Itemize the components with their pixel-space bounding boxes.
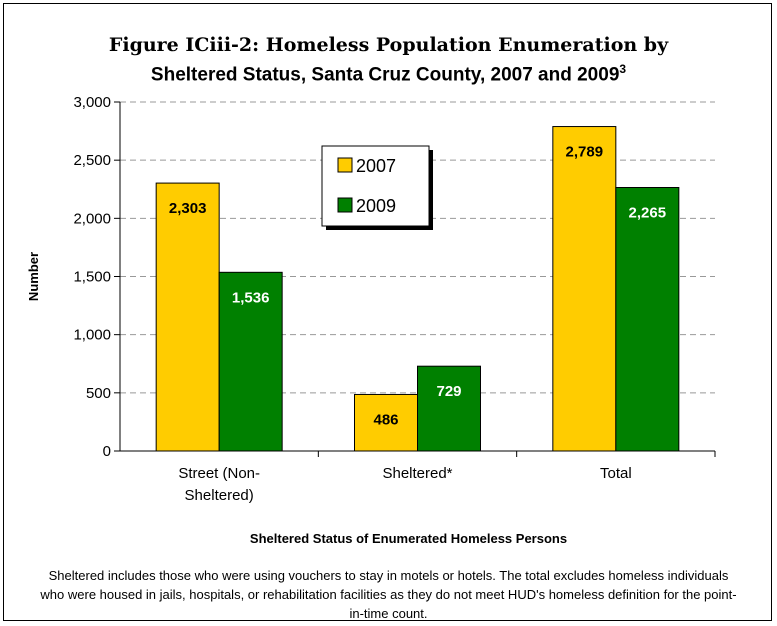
x-category-label: Street (Non- <box>178 465 260 482</box>
data-label-2007: 486 <box>373 411 398 428</box>
y-tick-label: 500 <box>86 385 111 402</box>
bar-2007 <box>155 182 220 452</box>
title-footnote-marker: 3 <box>619 62 627 76</box>
legend-label-2009: 2009 <box>356 196 396 216</box>
y-tick-label: 2,000 <box>73 210 111 227</box>
bar-2007 <box>354 393 418 452</box>
data-label-2007: 2,789 <box>566 144 604 161</box>
x-category-label: Total <box>600 465 632 482</box>
y-tick-label: 3,000 <box>73 94 111 111</box>
y-tick-label: 2,500 <box>73 152 111 169</box>
y-tick-label: 1,000 <box>73 327 111 344</box>
footnote: Sheltered includes those who were using … <box>40 568 737 621</box>
legend-swatch-2009 <box>337 197 353 213</box>
y-axis-title: Number <box>26 252 41 301</box>
chart-title-line2-text: Sheltered Status, Santa Cruz County, 200… <box>150 64 620 86</box>
bar-2009 <box>218 271 283 452</box>
data-label-2009: 729 <box>436 383 461 400</box>
data-label-2009: 1,536 <box>232 289 270 306</box>
data-label-2007: 2,303 <box>169 200 207 217</box>
chart-title-line1: Figure ICiii-2: Homeless Population Enum… <box>108 34 669 56</box>
y-tick-label: 0 <box>103 443 111 460</box>
chart-title-line2: Sheltered Status, Santa Cruz County, 200… <box>0 62 777 86</box>
legend-label-2007: 2007 <box>356 156 396 176</box>
data-label-2009: 2,265 <box>629 205 667 222</box>
y-tick-label: 1,500 <box>73 269 111 286</box>
x-axis-title: Sheltered Status of Enumerated Homeless … <box>249 531 568 546</box>
legend-swatch-2007 <box>337 157 353 173</box>
bar-2009 <box>615 187 680 452</box>
x-category-label: Sheltered) <box>185 487 254 504</box>
x-category-label: Sheltered* <box>382 465 452 482</box>
bar-2007 <box>552 126 617 452</box>
bar-2009 <box>417 365 481 452</box>
